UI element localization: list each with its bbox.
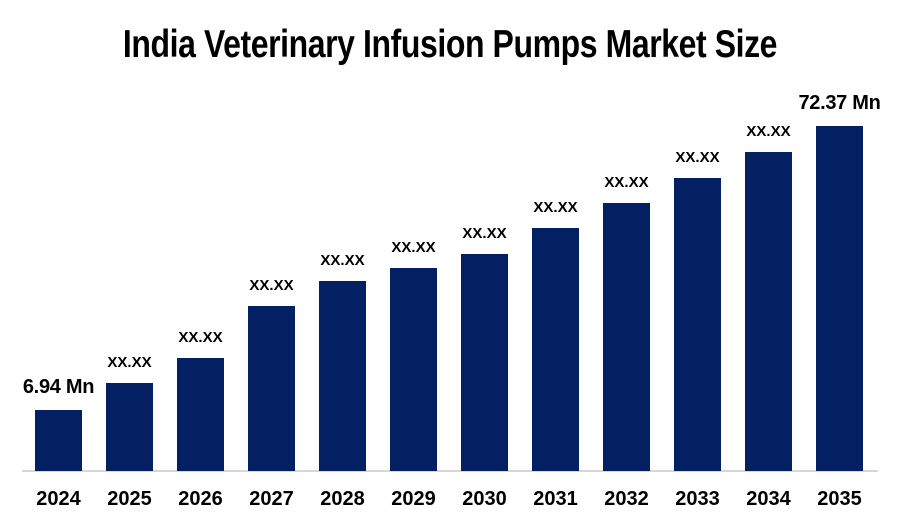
x-axis-label-2028: 2028 bbox=[320, 488, 365, 510]
bar-value-label-2025: XX.XX bbox=[107, 354, 152, 371]
bar-2029 bbox=[390, 268, 437, 471]
x-axis-label-2033: 2033 bbox=[675, 488, 720, 510]
bar-value-label-2026: XX.XX bbox=[178, 329, 223, 346]
bar-2032 bbox=[603, 203, 650, 471]
bar-value-label-2028: XX.XX bbox=[320, 252, 365, 269]
x-axis-label-2030: 2030 bbox=[462, 488, 507, 510]
x-axis-label-2024: 2024 bbox=[36, 488, 81, 510]
bar-2031 bbox=[532, 228, 579, 471]
x-axis-line bbox=[22, 470, 878, 472]
x-axis-label-2026: 2026 bbox=[178, 488, 223, 510]
bar-value-label-2035: 72.37 Mn bbox=[798, 92, 881, 114]
bar-2030 bbox=[461, 254, 508, 471]
bar-2025 bbox=[106, 383, 153, 471]
bar-value-label-2031: XX.XX bbox=[533, 199, 578, 216]
bar-2035 bbox=[816, 126, 863, 471]
bar-value-label-2032: XX.XX bbox=[604, 174, 649, 191]
bar-2024 bbox=[35, 410, 82, 471]
x-axis-label-2035: 2035 bbox=[817, 488, 862, 510]
bar-value-label-2029: XX.XX bbox=[391, 239, 436, 256]
bar-value-label-2027: XX.XX bbox=[249, 277, 294, 294]
x-axis-label-2027: 2027 bbox=[249, 488, 294, 510]
chart-title: India Veterinary Infusion Pumps Market S… bbox=[122, 23, 778, 66]
bar-2033 bbox=[674, 178, 721, 471]
bar-2027 bbox=[248, 306, 295, 471]
x-axis-label-2029: 2029 bbox=[391, 488, 436, 510]
x-axis-label-2032: 2032 bbox=[604, 488, 649, 510]
bar-2034 bbox=[745, 152, 792, 471]
bar-value-label-2033: XX.XX bbox=[675, 149, 720, 166]
x-axis-label-2034: 2034 bbox=[746, 488, 791, 510]
x-axis-label-2025: 2025 bbox=[107, 488, 152, 510]
bar-2028 bbox=[319, 281, 366, 471]
bar-value-label-2034: XX.XX bbox=[746, 123, 791, 140]
bar-2026 bbox=[177, 358, 224, 471]
bar-value-label-2030: XX.XX bbox=[462, 225, 507, 242]
x-axis-label-2031: 2031 bbox=[533, 488, 578, 510]
bar-value-label-2024: 6.94 Mn bbox=[22, 376, 95, 398]
